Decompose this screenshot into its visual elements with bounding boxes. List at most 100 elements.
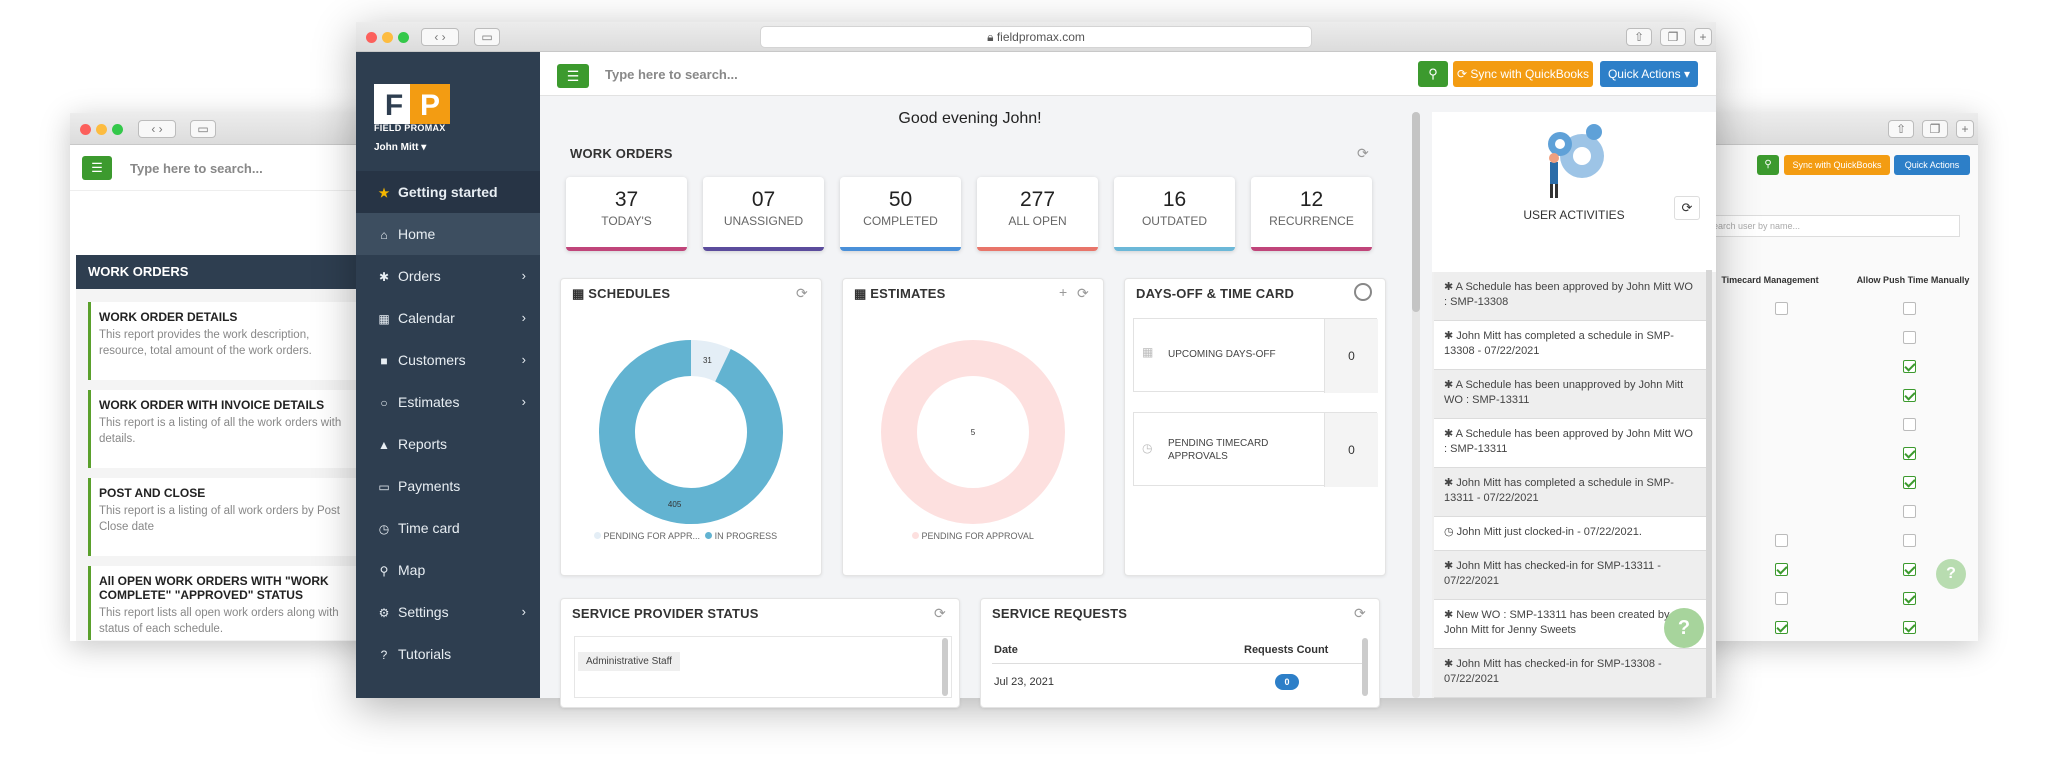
clock-icon[interactable] — [1354, 283, 1372, 301]
activity-item[interactable]: ✱ John Mitt has checked-in for SMP-13311… — [1434, 551, 1706, 600]
sidebar-item-getting-started[interactable]: ★ Getting started — [356, 171, 540, 213]
minimize-dot[interactable] — [96, 124, 107, 135]
report-item[interactable]: WORK ORDER DETAILS This report provides … — [88, 302, 360, 380]
zoom-dot[interactable] — [112, 124, 123, 135]
push-time-checkbox[interactable] — [1903, 447, 1916, 460]
back-forward-buttons[interactable]: ‹ › — [138, 120, 176, 138]
refresh-icon[interactable]: ⟳ — [934, 605, 946, 621]
pending-timecard-value: 0 — [1324, 413, 1378, 487]
push-time-checkbox[interactable] — [1903, 389, 1916, 402]
search-input[interactable]: Type here to search... — [605, 67, 738, 82]
sidebar-item-tutorials[interactable]: ? Tutorials — [356, 633, 540, 675]
new-tab-icon[interactable]: + — [1956, 120, 1974, 138]
scroll-thumb[interactable] — [1412, 112, 1420, 312]
push-time-checkbox[interactable] — [1903, 476, 1916, 489]
close-dot[interactable] — [80, 124, 91, 135]
share-icon[interactable]: ⇧ — [1888, 120, 1914, 138]
help-icon[interactable]: ? — [1936, 559, 1966, 589]
requests-scrollbar[interactable] — [1362, 638, 1368, 696]
user-menu[interactable]: John Mitt ▾ — [374, 142, 426, 153]
main-scrollbar[interactable] — [1412, 112, 1420, 698]
timecard-checkbox[interactable] — [1775, 302, 1788, 315]
kpi-card[interactable]: 07 UNASSIGNED — [703, 177, 824, 251]
zoom-dot[interactable] — [398, 32, 409, 43]
sidebar-item-orders[interactable]: ✱ Orders › — [356, 255, 540, 297]
sidebar-item-calendar[interactable]: ▦ Calendar › — [356, 297, 540, 339]
report-desc: This report is a listing of all the work… — [99, 417, 342, 445]
refresh-icon[interactable]: ⟳ — [796, 285, 808, 301]
sync-quickbooks-button[interactable]: Sync with QuickBooks — [1784, 155, 1890, 175]
timecard-checkbox[interactable] — [1775, 592, 1788, 605]
report-item[interactable]: WORK ORDER WITH INVOICE DETAILS This rep… — [88, 390, 360, 468]
push-time-checkbox[interactable] — [1903, 418, 1916, 431]
push-time-checkbox[interactable] — [1903, 505, 1916, 518]
sidebar-item-settings[interactable]: ⚙ Settings › — [356, 591, 540, 633]
activity-item[interactable]: ✱ A Schedule has been approved by John M… — [1434, 272, 1706, 321]
share-icon[interactable]: ⇧ — [1626, 28, 1652, 46]
kpi-card[interactable]: 277 ALL OPEN — [977, 177, 1098, 251]
push-time-checkbox[interactable] — [1903, 621, 1916, 634]
refresh-icon[interactable]: ⟳ — [1077, 285, 1089, 301]
activity-item[interactable]: ✱ John Mitt has completed a schedule in … — [1434, 468, 1706, 517]
activity-item[interactable]: ◷ John Mitt just clocked-in - 07/22/2021… — [1434, 517, 1706, 551]
sidebar-item-reports[interactable]: ▲ Reports — [356, 423, 540, 465]
search-icon[interactable]: ⚲ — [1418, 61, 1448, 87]
sidebar-item-estimates[interactable]: ○ Estimates › — [356, 381, 540, 423]
sidebar-item-map[interactable]: ⚲ Map — [356, 549, 540, 591]
new-tab-icon[interactable]: + — [1694, 28, 1712, 46]
kpi-card[interactable]: 50 COMPLETED — [840, 177, 961, 251]
menu-icon[interactable]: ☰ — [557, 64, 589, 88]
sidebar-toggle-icon[interactable]: ▭ — [474, 28, 500, 46]
timecard-checkbox[interactable] — [1775, 621, 1788, 634]
menu-icon[interactable]: ☰ — [82, 156, 112, 180]
donut-slice[interactable] — [690, 340, 731, 382]
timecard-checkbox[interactable] — [1775, 563, 1788, 576]
push-time-checkbox[interactable] — [1903, 360, 1916, 373]
staff-tag[interactable]: Administrative Staff — [578, 652, 680, 671]
search-input[interactable]: Type here to search... — [130, 161, 263, 176]
search-icon[interactable]: ⚲ — [1757, 155, 1779, 175]
activity-item[interactable]: ✱ A Schedule has been approved by John M… — [1434, 419, 1706, 468]
refresh-icon[interactable]: ⟳ — [1354, 605, 1366, 621]
push-time-checkbox[interactable] — [1903, 563, 1916, 576]
upcoming-daysoff-row[interactable]: ▦ UPCOMING DAYS-OFF 0 — [1133, 318, 1378, 393]
user-search-input[interactable]: Search user by name... — [1700, 215, 1960, 237]
push-time-checkbox[interactable] — [1903, 302, 1916, 315]
push-time-checkbox[interactable] — [1903, 592, 1916, 605]
tabs-icon[interactable]: ❐ — [1660, 28, 1686, 46]
sidebar-item-payments[interactable]: ▭ Payments — [356, 465, 540, 507]
activity-item[interactable]: ✱ John Mitt has completed a schedule in … — [1434, 321, 1706, 370]
donut-slice[interactable] — [599, 340, 783, 524]
sidebar-item-home[interactable]: ⌂ Home — [356, 213, 540, 255]
kpi-card[interactable]: 12 RECURRENCE — [1251, 177, 1372, 251]
report-item[interactable]: POST AND CLOSE This report is a listing … — [88, 478, 360, 556]
provider-scrollbar[interactable] — [942, 638, 948, 696]
sync-quickbooks-button[interactable]: ⟳ Sync with QuickBooks — [1453, 61, 1593, 87]
donut-slice[interactable] — [881, 340, 1065, 524]
activity-scrollbar[interactable] — [1706, 270, 1712, 698]
add-icon[interactable]: + — [1059, 284, 1068, 300]
help-icon[interactable]: ? — [1664, 608, 1704, 648]
kpi-card[interactable]: 37 TODAY'S — [566, 177, 687, 251]
push-time-checkbox[interactable] — [1903, 534, 1916, 547]
kpi-card[interactable]: 16 OUTDATED — [1114, 177, 1235, 251]
report-item[interactable]: All OPEN WORK ORDERS WITH "WORK COMPLETE… — [88, 566, 360, 640]
url-bar[interactable]: 🔒︎ fieldpromax.com — [760, 26, 1312, 48]
push-time-checkbox[interactable] — [1903, 331, 1916, 344]
refresh-activities-button[interactable]: ⟳ — [1674, 196, 1700, 220]
timecard-checkbox[interactable] — [1775, 534, 1788, 547]
refresh-icon[interactable]: ⟳ — [1357, 145, 1369, 161]
quick-actions-button[interactable]: Quick Actions ▾ — [1600, 61, 1698, 87]
quick-actions-button[interactable]: Quick Actions — [1894, 155, 1970, 175]
sidebar-item-customers[interactable]: ■ Customers › — [356, 339, 540, 381]
sidebar-toggle-icon[interactable]: ▭ — [190, 120, 216, 138]
back-forward-buttons[interactable]: ‹ › — [421, 28, 459, 46]
pending-timecard-row[interactable]: ◷ PENDING TIMECARD APPROVALS 0 — [1133, 412, 1378, 487]
activity-item[interactable]: ✱ John Mitt has checked-in for SMP-13308… — [1434, 649, 1706, 698]
tabs-icon[interactable]: ❐ — [1922, 120, 1948, 138]
minimize-dot[interactable] — [382, 32, 393, 43]
close-dot[interactable] — [366, 32, 377, 43]
activity-item[interactable]: ✱ New WO : SMP-13311 has been created by… — [1434, 600, 1706, 649]
sidebar-item-time-card[interactable]: ◷ Time card — [356, 507, 540, 549]
activity-item[interactable]: ✱ A Schedule has been unapproved by John… — [1434, 370, 1706, 419]
